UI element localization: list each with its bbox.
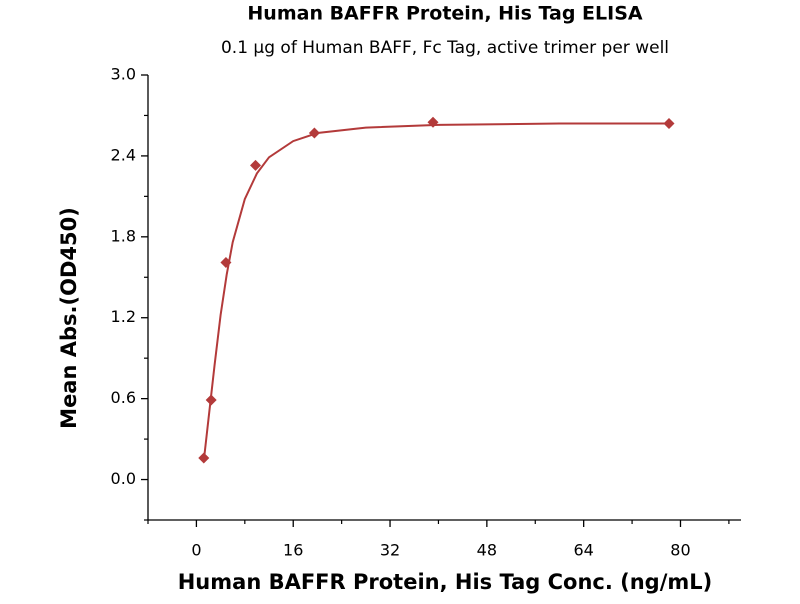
- x-tick-label: 16: [283, 541, 303, 560]
- chart-subtitle: 0.1 µg of Human BAFF, Fc Tag, active tri…: [221, 38, 669, 58]
- data-point: [220, 256, 232, 268]
- data-point: [250, 159, 262, 171]
- y-tick-label: 0.0: [111, 469, 136, 488]
- y-tick-label: 1.2: [111, 307, 136, 326]
- data-point: [427, 116, 439, 128]
- x-tick-label: 48: [477, 541, 497, 560]
- data-point: [663, 118, 675, 130]
- data-point: [205, 394, 217, 406]
- y-tick-label: 2.4: [111, 145, 136, 164]
- y-tick-label: 0.6: [111, 388, 136, 407]
- y-tick-label: 3.0: [111, 65, 136, 84]
- y-axis-label: Mean Abs.(OD450): [57, 207, 81, 429]
- x-tick-label: 64: [573, 541, 593, 560]
- fit-curve: [202, 122, 669, 461]
- data-point: [308, 127, 320, 139]
- y-tick-label: 1.8: [111, 226, 136, 245]
- x-axis-label: Human BAFFR Protein, His Tag Conc. (ng/m…: [178, 570, 713, 594]
- chart-title: Human BAFFR Protein, His Tag ELISA: [247, 3, 642, 25]
- x-tick-label: 0: [191, 541, 201, 560]
- x-tick-label: 80: [670, 541, 690, 560]
- x-tick-label: 32: [380, 541, 400, 560]
- data-point: [198, 452, 210, 464]
